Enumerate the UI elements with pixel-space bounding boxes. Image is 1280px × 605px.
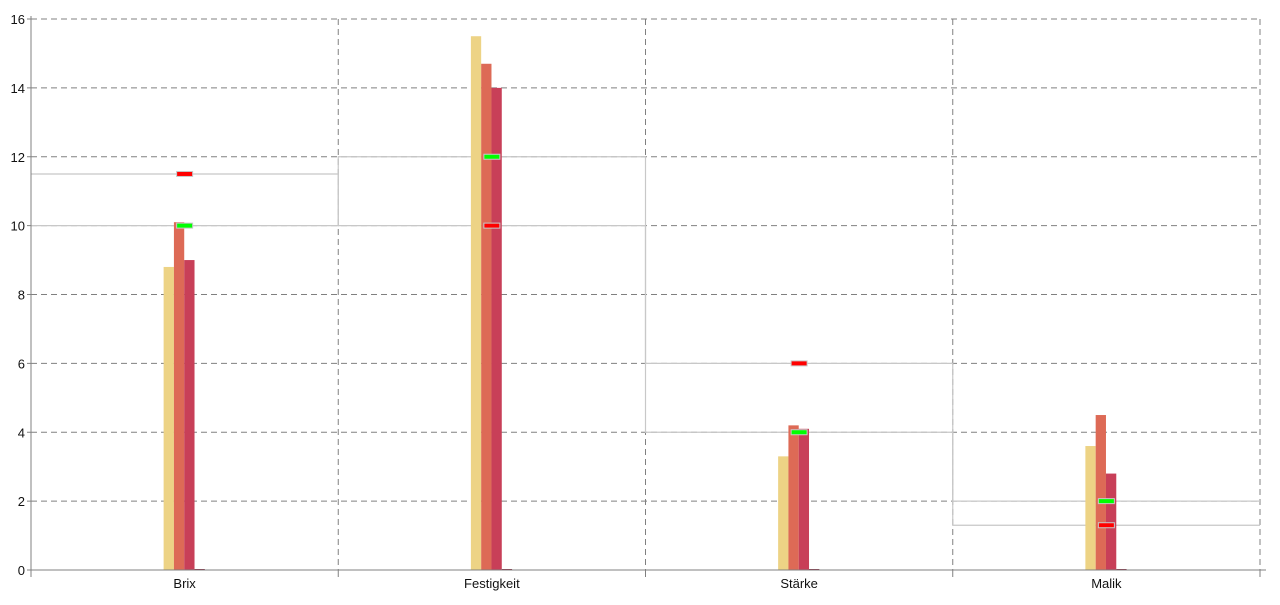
bar-malik-series-2	[1095, 415, 1106, 570]
y-tick-label: 0	[18, 563, 25, 578]
marker-festigkeit-0	[483, 153, 501, 160]
marker-stärke-0	[790, 429, 808, 436]
y-tick-label: 8	[18, 288, 25, 303]
y-tick-label: 12	[11, 150, 25, 165]
marker-malik-1	[1097, 522, 1115, 529]
bar-malik-series-3	[1105, 473, 1117, 570]
y-tick-label: 14	[11, 81, 25, 96]
bar-stärke-series-1	[778, 456, 789, 570]
step-line-1	[31, 173, 1260, 526]
y-tick-label: 10	[11, 219, 25, 234]
x-tick-label: Brix	[173, 576, 196, 591]
y-tick-label: 6	[18, 356, 25, 371]
y-tick-label: 4	[18, 425, 25, 440]
x-tick-label: Stärke	[780, 576, 818, 591]
bar-festigkeit-series-1	[470, 36, 482, 570]
bar-malik-series-1	[1085, 446, 1096, 570]
bar-brix-series-3	[184, 260, 195, 570]
marker-festigkeit-1	[483, 222, 501, 229]
bar-festigkeit-series-3	[491, 87, 502, 570]
marker-brix-1	[176, 170, 194, 177]
bar-stärke-series-3	[798, 428, 810, 570]
bar-festigkeit-series-2	[481, 63, 492, 571]
bar-stärke-series-2	[788, 425, 799, 570]
bar-brix-series-2	[173, 222, 185, 570]
y-tick-label: 16	[11, 12, 25, 27]
y-tick-label: 2	[18, 494, 25, 509]
marker-stärke-1	[790, 360, 808, 367]
x-tick-label: Festigkeit	[464, 576, 520, 591]
x-tick-label: Malik	[1091, 576, 1122, 591]
bar-brix-series-1	[163, 266, 174, 570]
marker-malik-0	[1097, 498, 1115, 505]
marker-brix-0	[176, 222, 194, 229]
